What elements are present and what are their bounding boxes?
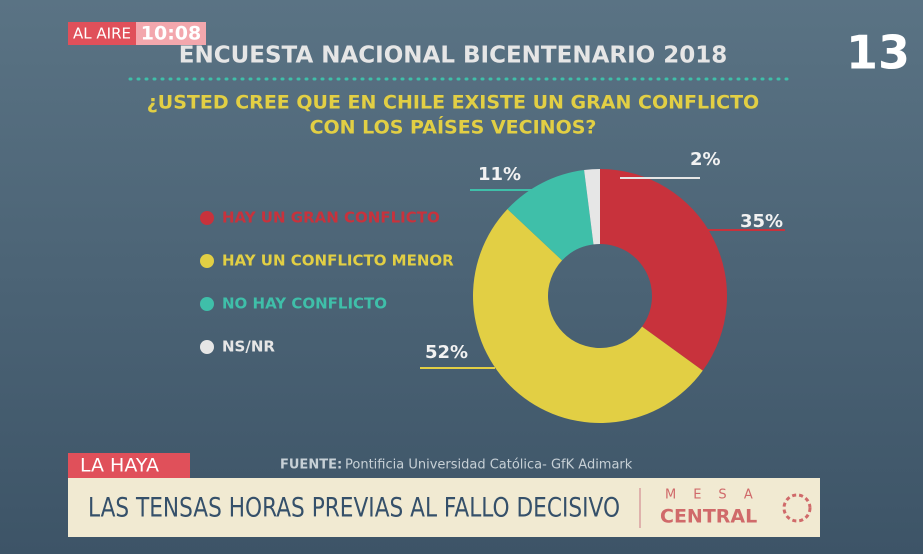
value-label: 2% [690,149,721,170]
source: Pontificia Universidad Católica- GfK Adi… [345,458,633,473]
donut-slice [584,169,600,245]
program-name: MESA [665,488,770,503]
program-name: CENTRAL [660,506,757,528]
topic-box [68,453,190,478]
donut-slice [600,169,727,371]
donut-slice [473,209,703,423]
donut-chart: 35% 52% 11% 2% HAY UN GRAN CONFLICTO HAY UN C… [200,149,785,423]
value-label: 35% [740,211,783,232]
on-air: AL AIRE [73,25,131,43]
topic: LA HAYA [80,455,159,477]
on-air-box [68,22,136,45]
donut-slice [507,170,594,261]
legend-label: NS/NR [222,338,275,356]
legend-marker [200,254,214,268]
legend-label: HAY UN GRAN CONFLICTO [222,209,440,227]
legend-label: HAY UN CONFLICTO MENOR [222,252,454,270]
legend-marker [200,211,214,225]
chart-subtitle: ¿USTED CREE QUE EN CHILE EXISTE UN GRAN … [147,92,759,114]
program-logo [782,493,812,523]
clock: 10:08 [141,23,201,45]
legend-marker [200,297,214,311]
legend-marker [200,340,214,354]
legend-label: NO HAY CONFLICTO [222,295,387,313]
chart-subtitle: CON LOS PAÍSES VECINOS? [310,116,597,139]
source-label: FUENTE: [280,458,342,473]
value-label: 52% [425,342,468,363]
chart-title: ENCUESTA NACIONAL BICENTENARIO 2018 [179,43,727,69]
value-label: 11% [478,164,521,185]
headline-banner [68,478,820,537]
channel-logo: 13 [846,26,910,80]
clock-box [136,22,206,45]
headline: LAS TENSAS HORAS PREVIAS AL FALLO DECISI… [88,493,620,524]
